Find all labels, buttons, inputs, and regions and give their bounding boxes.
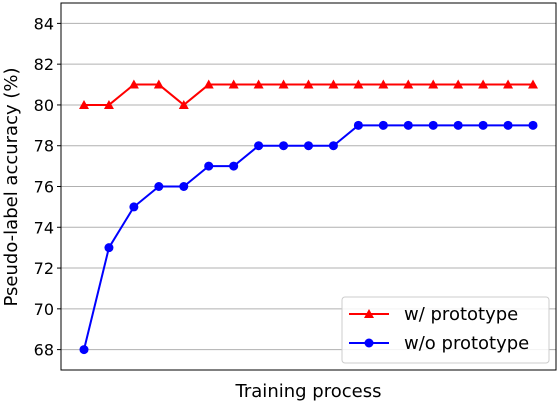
data-point-w-o-prototype [428, 120, 438, 130]
data-point-w-o-prototype [378, 120, 388, 130]
y-axis-ticks: 68 70 72 74 76 78 80 82 84 [34, 14, 61, 360]
legend-box [341, 296, 550, 364]
data-point-w-o-prototype [229, 161, 239, 171]
y-axis-label: Pseudo-label accuracy (%) [1, 67, 22, 306]
data-point-w-o-prototype [204, 161, 214, 171]
data-point-w-prototype [303, 79, 314, 89]
y-tick-label: 76 [34, 178, 54, 197]
data-point-w-prototype [428, 79, 439, 89]
data-point-w-prototype [378, 79, 389, 89]
data-point-w-o-prototype [154, 182, 164, 191]
data-point-w-o-prototype [528, 120, 538, 130]
data-point-w-prototype [103, 99, 114, 109]
data-point-w-prototype [253, 79, 264, 89]
data-point-w-prototype [153, 79, 164, 89]
data-point-w-prototype [228, 79, 239, 89]
plot-frame [60, 2, 557, 371]
y-tick-label: 82 [34, 55, 54, 74]
data-point-w-o-prototype [403, 120, 413, 130]
data-point-w-prototype [203, 79, 214, 89]
legend-marker-circle [364, 338, 374, 348]
data-point-w-o-prototype [279, 141, 289, 151]
data-point-w-prototype [528, 79, 538, 89]
y-tick-label: 70 [34, 300, 54, 319]
y-tick-label: 74 [34, 218, 54, 237]
data-point-w-o-prototype [179, 182, 189, 191]
data-point-w-prototype [403, 79, 414, 89]
data-point-w-o-prototype [353, 120, 363, 130]
x-axis-label: Training process [235, 381, 382, 402]
data-point-w-prototype [503, 79, 514, 89]
data-point-w-o-prototype [304, 141, 313, 151]
data-point-w-prototype [453, 79, 464, 89]
legend-label-w-prototype: w/ prototype [404, 304, 518, 325]
data-point-w-o-prototype [503, 120, 513, 130]
data-point-w-prototype [178, 99, 189, 109]
y-tick-label: 84 [34, 14, 54, 33]
data-point-w-o-prototype [104, 243, 114, 253]
data-point-w-prototype [478, 79, 489, 89]
series-layer [79, 79, 538, 355]
data-point-w-prototype [79, 99, 89, 109]
data-point-w-prototype [128, 79, 139, 89]
data-point-w-prototype [328, 79, 339, 89]
y-tick-label: 72 [34, 259, 54, 278]
data-point-w-o-prototype [478, 120, 488, 130]
y-tick-label: 80 [34, 96, 54, 115]
data-point-w-o-prototype [79, 345, 89, 355]
data-point-w-o-prototype [254, 141, 264, 151]
data-point-w-o-prototype [453, 120, 463, 130]
data-point-w-prototype [353, 79, 364, 89]
y-tick-label: 78 [34, 137, 54, 156]
legend: w/ prototype w/o prototype [341, 296, 550, 364]
y-tick-label: 68 [34, 341, 54, 360]
data-point-w-o-prototype [328, 141, 338, 151]
legend-marker-triangle [364, 309, 374, 318]
data-point-w-prototype [278, 79, 289, 89]
data-point-w-o-prototype [129, 202, 139, 212]
legend-label-wo-prototype: w/o prototype [404, 333, 529, 354]
